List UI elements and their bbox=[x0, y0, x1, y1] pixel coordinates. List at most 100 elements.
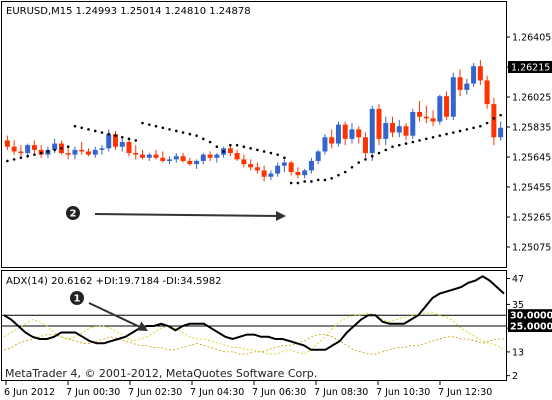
candle-body bbox=[200, 154, 206, 161]
candle-body bbox=[234, 153, 240, 160]
time-tick-label: 6 Jun 2012 bbox=[4, 387, 55, 398]
candle-body bbox=[160, 157, 166, 161]
sar-dot bbox=[316, 178, 320, 182]
current-price-marker: 1.26215 bbox=[508, 61, 552, 74]
candle-body bbox=[329, 137, 335, 144]
candle bbox=[417, 100, 423, 122]
candle bbox=[477, 59, 483, 86]
candle-body bbox=[383, 123, 389, 139]
candle-body bbox=[349, 129, 355, 139]
sar-dot bbox=[269, 151, 273, 155]
candle bbox=[173, 153, 179, 163]
sar-dot bbox=[262, 150, 266, 153]
candle bbox=[248, 159, 254, 171]
candle bbox=[450, 72, 456, 120]
candle bbox=[390, 116, 396, 138]
sar-dot bbox=[452, 131, 455, 134]
candle-body bbox=[227, 148, 233, 154]
candle-body bbox=[214, 154, 220, 158]
candle bbox=[126, 140, 132, 157]
sar-dot bbox=[19, 156, 23, 160]
candle-body bbox=[450, 77, 456, 117]
sar-dot bbox=[114, 134, 117, 137]
candle bbox=[275, 162, 281, 177]
candle bbox=[329, 129, 335, 149]
annotation-2-arrow bbox=[94, 213, 279, 217]
candle bbox=[72, 146, 78, 160]
sar-dot bbox=[73, 124, 77, 128]
candle-body bbox=[308, 160, 314, 171]
candle bbox=[4, 135, 10, 150]
candle-body bbox=[261, 170, 267, 177]
sar-dot bbox=[472, 126, 475, 130]
sar-dot bbox=[66, 145, 70, 149]
annotation-1-badge bbox=[70, 291, 84, 305]
candle bbox=[18, 145, 24, 158]
candle bbox=[383, 116, 389, 146]
candle-body bbox=[498, 127, 504, 138]
candle bbox=[308, 157, 314, 174]
candle-body bbox=[484, 80, 490, 105]
price-tick-label: 1.25455 bbox=[512, 183, 551, 194]
sar-dot bbox=[438, 134, 442, 137]
price-tick-label: 1.26405 bbox=[512, 33, 551, 44]
candle bbox=[112, 130, 118, 150]
time-tick-label: 7 Jun 00:30 bbox=[66, 387, 120, 398]
candle bbox=[31, 140, 37, 154]
sar-dot bbox=[479, 124, 482, 128]
sar-dot bbox=[330, 177, 334, 180]
indicator-tick-label: 47 bbox=[512, 274, 524, 285]
sar-dot bbox=[6, 159, 9, 163]
candle-body bbox=[140, 154, 146, 158]
sar-dot bbox=[87, 128, 90, 131]
indicator-lines bbox=[3, 275, 505, 355]
candle-body bbox=[295, 172, 301, 176]
sar-dot bbox=[343, 170, 347, 174]
candle-body bbox=[430, 118, 436, 122]
sar-dot bbox=[120, 135, 124, 139]
price-tick-label: 1.25645 bbox=[512, 153, 551, 164]
candle bbox=[227, 145, 233, 157]
candle bbox=[457, 69, 463, 97]
sar-dot bbox=[60, 147, 63, 150]
candle-body bbox=[491, 104, 497, 138]
candle-body bbox=[106, 134, 112, 149]
candle-body bbox=[133, 153, 139, 155]
candle bbox=[207, 151, 213, 161]
minus-di-line bbox=[3, 334, 504, 355]
candle-body bbox=[396, 126, 402, 133]
candle-body bbox=[31, 145, 37, 150]
sar-dot bbox=[222, 150, 225, 153]
candle-body bbox=[362, 137, 368, 154]
sar-dot bbox=[445, 132, 448, 136]
candle-body bbox=[18, 151, 24, 154]
annotation-2-number: 2 bbox=[70, 209, 77, 220]
candle-body bbox=[403, 126, 409, 136]
candle-body bbox=[72, 149, 78, 155]
candle-body bbox=[335, 124, 341, 144]
sar-dot bbox=[181, 131, 185, 134]
sar-dot bbox=[377, 151, 381, 155]
candle bbox=[342, 121, 348, 146]
sar-dot bbox=[141, 121, 144, 125]
candle bbox=[99, 145, 105, 155]
time-tick-label: 7 Jun 10:30 bbox=[376, 387, 430, 398]
time-tick-label: 7 Jun 06:30 bbox=[252, 387, 306, 398]
candle-body bbox=[369, 108, 375, 154]
candle bbox=[437, 94, 443, 125]
candle-body bbox=[119, 142, 125, 147]
annotation-1-number: 1 bbox=[74, 294, 81, 305]
sar-dot bbox=[12, 158, 16, 161]
annotation-2-arrowhead bbox=[276, 211, 286, 221]
sar-dot bbox=[357, 161, 361, 164]
sar-dot bbox=[465, 128, 469, 131]
candle bbox=[302, 168, 308, 179]
copyright-text: MetaTrader 4, © 2001-2012, MetaQuotes So… bbox=[5, 367, 317, 380]
candle-body bbox=[180, 156, 186, 161]
candle bbox=[38, 145, 44, 158]
price-tick-label: 1.26025 bbox=[512, 93, 551, 104]
sar-dot bbox=[499, 113, 502, 117]
candle-body bbox=[187, 160, 193, 165]
sar-dot bbox=[323, 178, 327, 182]
